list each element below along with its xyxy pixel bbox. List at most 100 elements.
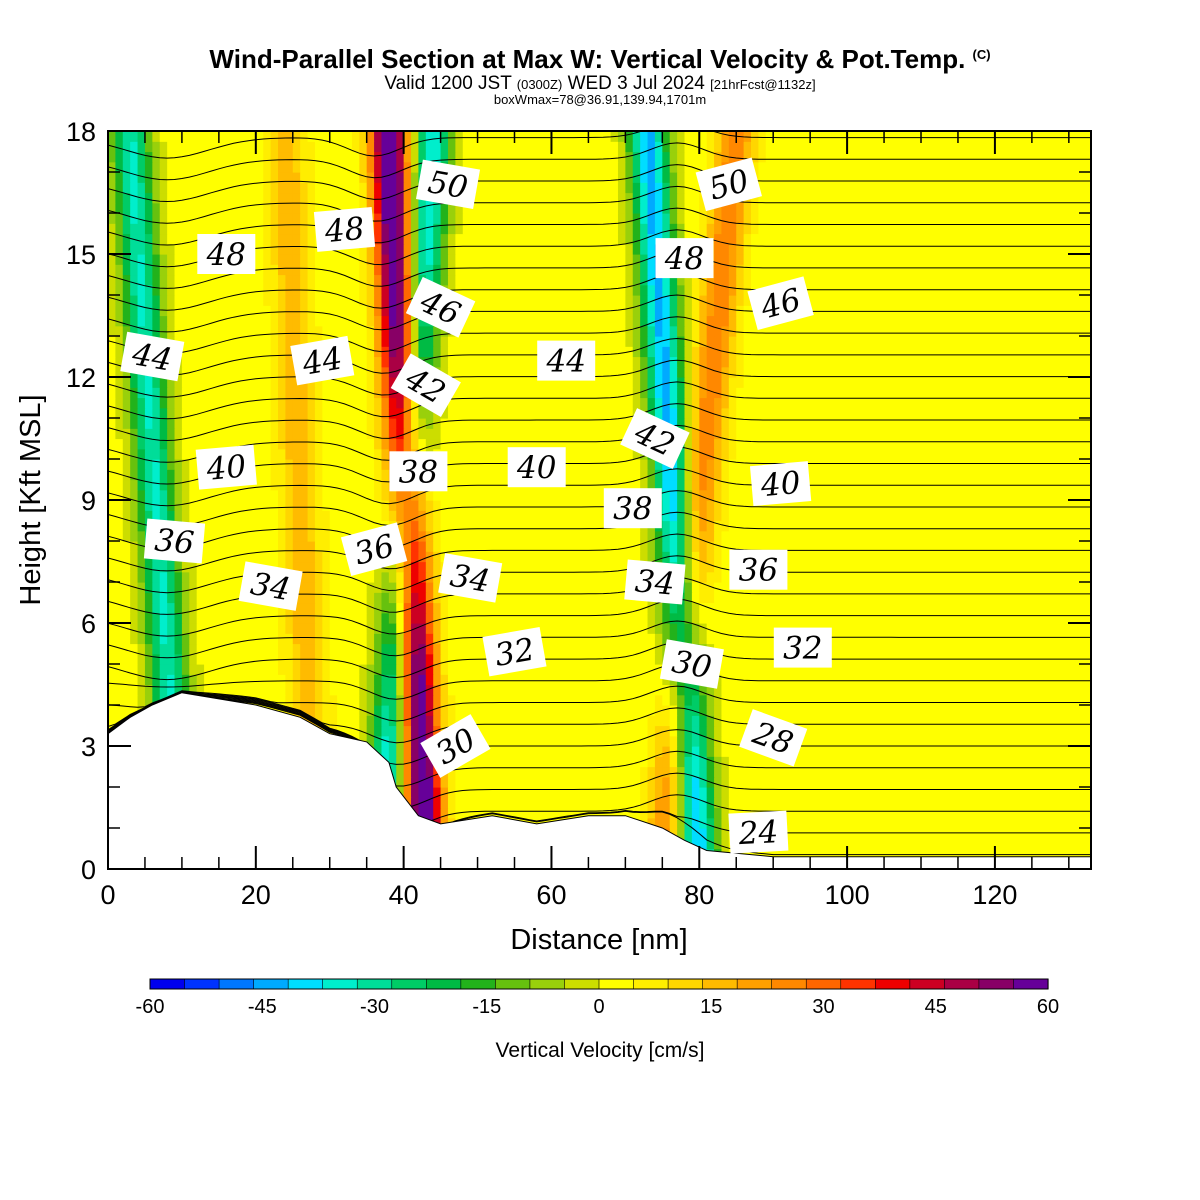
velocity-cell bbox=[418, 633, 427, 645]
velocity-cell bbox=[447, 623, 456, 634]
velocity-cell bbox=[987, 633, 996, 645]
velocity-cell bbox=[122, 520, 131, 532]
velocity-cell bbox=[181, 664, 190, 675]
velocity-cell bbox=[721, 705, 730, 716]
velocity-cell bbox=[987, 571, 996, 583]
velocity-cell bbox=[884, 561, 893, 573]
velocity-cell bbox=[344, 725, 353, 737]
velocity-cell bbox=[477, 797, 486, 809]
velocity-cell bbox=[137, 653, 146, 665]
velocity-cell bbox=[758, 500, 767, 511]
velocity-cell bbox=[115, 643, 124, 655]
velocity-cell bbox=[1061, 797, 1070, 809]
velocity-cell bbox=[921, 510, 929, 522]
velocity-cell bbox=[625, 776, 634, 788]
velocity-cell bbox=[706, 551, 715, 563]
velocity-cell bbox=[810, 848, 819, 860]
velocity-cell bbox=[137, 674, 146, 686]
velocity-cell bbox=[669, 766, 678, 778]
velocity-cell bbox=[980, 776, 989, 788]
velocity-cell bbox=[499, 612, 508, 624]
velocity-cell bbox=[950, 541, 959, 552]
velocity-cell bbox=[595, 571, 604, 583]
velocity-cell bbox=[921, 848, 929, 860]
velocity-cell bbox=[898, 602, 907, 614]
velocity-cell bbox=[987, 776, 996, 788]
velocity-cell bbox=[337, 489, 346, 501]
velocity-cell bbox=[640, 633, 649, 645]
velocity-cell bbox=[329, 582, 338, 593]
velocity-cell bbox=[566, 643, 575, 655]
velocity-cell bbox=[632, 643, 641, 655]
velocity-cell bbox=[1054, 643, 1063, 655]
velocity-cell bbox=[610, 664, 619, 675]
velocity-cell bbox=[906, 510, 915, 522]
velocity-cell bbox=[780, 541, 789, 552]
velocity-cell bbox=[751, 623, 760, 634]
velocity-cell bbox=[802, 715, 811, 727]
velocity-cell bbox=[536, 520, 545, 532]
velocity-cell bbox=[411, 571, 420, 583]
velocity-cell bbox=[810, 571, 819, 583]
velocity-cell bbox=[824, 797, 833, 809]
velocity-cell bbox=[536, 725, 545, 737]
velocity-cell bbox=[957, 694, 966, 706]
velocity-cell bbox=[277, 633, 286, 645]
velocity-cell bbox=[455, 602, 464, 614]
velocity-cell bbox=[876, 807, 885, 819]
velocity-cell bbox=[108, 694, 116, 706]
velocity-cell bbox=[957, 776, 966, 788]
velocity-cell bbox=[374, 746, 383, 757]
velocity-cell bbox=[581, 776, 590, 788]
velocity-cell bbox=[566, 787, 575, 798]
velocity-cell bbox=[869, 787, 878, 798]
velocity-cell bbox=[159, 602, 168, 614]
velocity-cell bbox=[994, 848, 1003, 860]
velocity-cell bbox=[122, 694, 131, 706]
velocity-cell bbox=[839, 776, 848, 788]
velocity-cell bbox=[1068, 643, 1077, 655]
velocity-cell bbox=[802, 500, 811, 511]
velocity-cell bbox=[544, 674, 553, 686]
velocity-cell bbox=[307, 479, 316, 491]
velocity-cell bbox=[906, 674, 915, 686]
velocity-cell bbox=[957, 602, 966, 614]
velocity-cell bbox=[581, 797, 590, 809]
velocity-cell bbox=[824, 612, 833, 624]
velocity-cell bbox=[588, 582, 597, 593]
velocity-cell bbox=[751, 674, 760, 686]
velocity-cell bbox=[388, 571, 397, 583]
velocity-cell bbox=[581, 602, 590, 614]
velocity-cell bbox=[181, 602, 190, 614]
velocity-cell bbox=[536, 735, 545, 747]
velocity-cell bbox=[492, 551, 501, 563]
velocity-cell bbox=[647, 715, 656, 727]
velocity-cell bbox=[795, 705, 804, 716]
velocity-cell bbox=[411, 612, 420, 624]
velocity-cell bbox=[248, 520, 257, 532]
velocity-cell bbox=[144, 612, 153, 624]
velocity-cell bbox=[603, 746, 612, 757]
velocity-cell bbox=[1039, 828, 1048, 839]
velocity-cell bbox=[677, 787, 686, 798]
velocity-cell bbox=[847, 838, 856, 850]
velocity-cell bbox=[994, 715, 1003, 727]
velocity-cell bbox=[817, 817, 826, 829]
velocity-cell bbox=[588, 787, 597, 798]
velocity-cell bbox=[566, 592, 575, 604]
velocity-cell bbox=[122, 612, 131, 624]
velocity-cell bbox=[854, 633, 863, 645]
velocity-cell bbox=[581, 561, 590, 573]
velocity-cell bbox=[994, 776, 1003, 788]
velocity-cell bbox=[307, 643, 316, 655]
velocity-cell bbox=[137, 664, 146, 675]
velocity-cell bbox=[108, 592, 116, 604]
velocity-cell bbox=[980, 582, 989, 593]
velocity-cell bbox=[573, 612, 582, 624]
velocity-cell bbox=[307, 684, 316, 696]
velocity-cell bbox=[521, 725, 530, 737]
velocity-cell bbox=[418, 735, 427, 747]
velocity-cell bbox=[906, 766, 915, 778]
velocity-cell bbox=[396, 766, 405, 778]
velocity-cell bbox=[514, 623, 523, 634]
